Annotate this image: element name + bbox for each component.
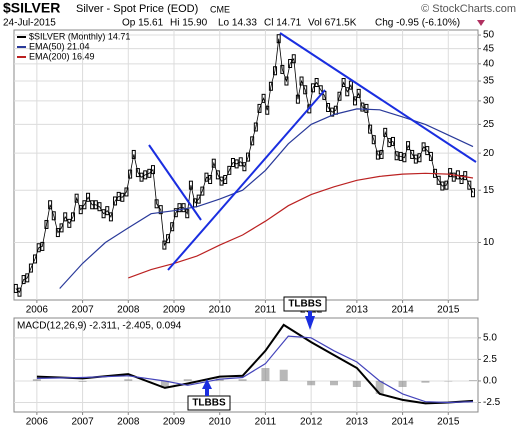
volume: Vol 671.5K — [308, 18, 357, 29]
legend-label: EMA(50) 21.04 — [29, 41, 90, 51]
price-panel — [13, 29, 479, 301]
trendline — [148, 144, 202, 221]
y-tick-label: 25 — [483, 119, 495, 130]
low: Lo 14.33 — [218, 18, 257, 29]
x-tick-label: 2009 — [163, 305, 186, 316]
macd-panel — [13, 317, 479, 413]
x-tick-label: 2006 — [26, 417, 49, 428]
x-tick-label: 2014 — [391, 305, 414, 316]
histogram-bar — [279, 369, 288, 381]
x-tick-label: 2010 — [209, 417, 232, 428]
y-tick-label: -2.5 — [483, 397, 501, 408]
indicator-line — [36, 323, 474, 405]
source: © StockCharts.com — [421, 3, 516, 15]
x-tick-label: 2007 — [71, 305, 94, 316]
histogram-bar — [78, 380, 87, 382]
indicator-line — [36, 335, 474, 404]
x-tick-label: 2006 — [26, 305, 49, 316]
trendlines — [148, 32, 477, 271]
y-tick-label: 2.5 — [483, 354, 497, 365]
indicator-line — [128, 172, 474, 279]
histogram-bar — [261, 368, 270, 381]
symbol: $SILVER — [3, 0, 60, 16]
annotation-arrow — [202, 379, 212, 396]
high: Hi 15.90 — [170, 18, 208, 29]
x-tick-label: 2014 — [391, 417, 414, 428]
x-tick-label: 2008 — [117, 417, 140, 428]
y-tick-label: 30 — [483, 96, 495, 107]
histogram-bar — [160, 380, 169, 388]
annotation-arrow — [305, 311, 315, 330]
histogram-bar — [421, 380, 430, 383]
x-tick-label: 2008 — [117, 305, 140, 316]
y-tick-label: 10 — [483, 237, 495, 248]
indicator-line — [59, 108, 474, 289]
close: Cl 14.71 — [264, 18, 302, 29]
x-tick-label: 2015 — [437, 305, 460, 316]
change: Chg -0.95 (-6.10%) — [375, 18, 460, 29]
y-tick-label: 5.0 — [483, 332, 497, 343]
trendline — [167, 89, 326, 271]
legend-label: EMA(200) 16.49 — [29, 51, 95, 61]
x-tick-label: 2011 — [255, 417, 277, 428]
x-tick-label: 2013 — [346, 305, 369, 316]
x-tick-label: 2013 — [346, 417, 369, 428]
histogram-bar — [444, 380, 453, 382]
trendline — [279, 32, 477, 163]
price-line — [15, 38, 474, 293]
histogram-bar — [398, 380, 407, 387]
change-arrow — [477, 20, 485, 26]
histogram-bar — [124, 379, 133, 381]
price-bar — [470, 188, 475, 198]
y-tick-label: 50 — [483, 30, 495, 41]
instrument-name: Silver - Spot Price (EOD) — [76, 3, 198, 15]
open: Op 15.61 — [122, 18, 164, 29]
x-tick-label: 2015 — [437, 417, 460, 428]
annotation: TLBBS — [288, 299, 322, 310]
x-tick-label: 2007 — [71, 417, 94, 428]
histogram-bar — [352, 380, 361, 387]
y-tick-label: 40 — [483, 58, 495, 69]
histogram-bar — [238, 379, 247, 381]
y-tick-label: 0.0 — [483, 376, 497, 387]
annotation: TLBBS — [192, 398, 226, 409]
histogram-bar — [307, 380, 316, 386]
y-tick-label: 20 — [483, 148, 495, 159]
x-tick-label: 2010 — [209, 305, 232, 316]
x-tick-label: 2012 — [300, 417, 323, 428]
exchange: CME — [210, 4, 230, 14]
histogram-bar — [32, 379, 41, 381]
annotation-box — [283, 296, 327, 312]
x-tick-label: 2009 — [163, 417, 186, 428]
indicator-label: MACD(12,26,9) -2.311, -2.405, 0.094 — [17, 321, 182, 332]
x-tick-label: 2011 — [255, 305, 277, 316]
date: 24-Jul-2015 — [3, 18, 56, 29]
price-bar — [13, 283, 18, 293]
histogram-bar — [183, 379, 192, 381]
y-tick-label: 35 — [483, 76, 495, 87]
histogram-bar — [375, 380, 384, 394]
legend-label: $SILVER (Monthly) 14.71 — [29, 31, 130, 41]
y-tick-label: 45 — [483, 43, 495, 54]
histogram-bar — [468, 380, 477, 381]
y-tick-label: 15 — [483, 185, 495, 196]
histogram-bar — [330, 380, 338, 386]
